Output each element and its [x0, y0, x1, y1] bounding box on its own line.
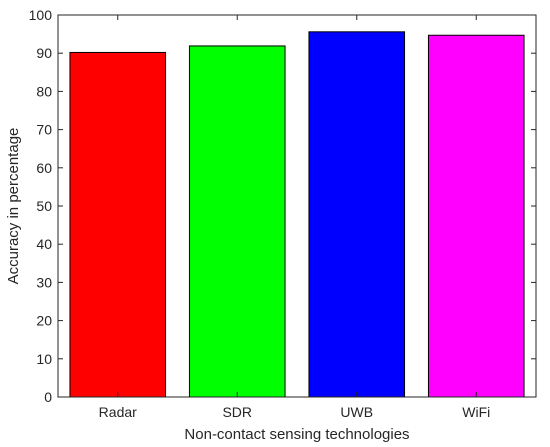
bar-wifi [427, 34, 525, 398]
y-tick-label-10: 10 [36, 351, 52, 367]
y-tick-label-30: 30 [36, 274, 52, 290]
y-tick-label-40: 40 [36, 236, 52, 252]
ticks-layer: Radar SDR UWB WiFi 0 10 20 30 40 50 60 70 80 90 100 [29, 7, 536, 420]
y-tick-label-80: 80 [36, 83, 52, 99]
bars-layer [69, 31, 525, 398]
x-tick-label-wifi: WiFi [462, 404, 490, 420]
y-tick-label-100: 100 [29, 7, 53, 23]
bar-radar [69, 51, 167, 398]
y-axis-label: Accuracy in percentage [5, 128, 22, 285]
y-tick-label-60: 60 [36, 160, 52, 176]
bar-sdr [188, 45, 286, 398]
bar-uwb [308, 31, 406, 398]
x-tick-label-sdr: SDR [222, 404, 252, 420]
x-axis-label: Non-contact sensing technologies [184, 426, 409, 443]
x-tick-label-uwb: UWB [340, 404, 373, 420]
y-tick-label-0: 0 [44, 389, 52, 405]
y-tick-label-70: 70 [36, 122, 52, 138]
y-tick-label-90: 90 [36, 45, 52, 61]
y-tick-label-50: 50 [36, 198, 52, 214]
y-tick-label-20: 20 [36, 313, 52, 329]
x-tick-label-radar: Radar [99, 404, 137, 420]
